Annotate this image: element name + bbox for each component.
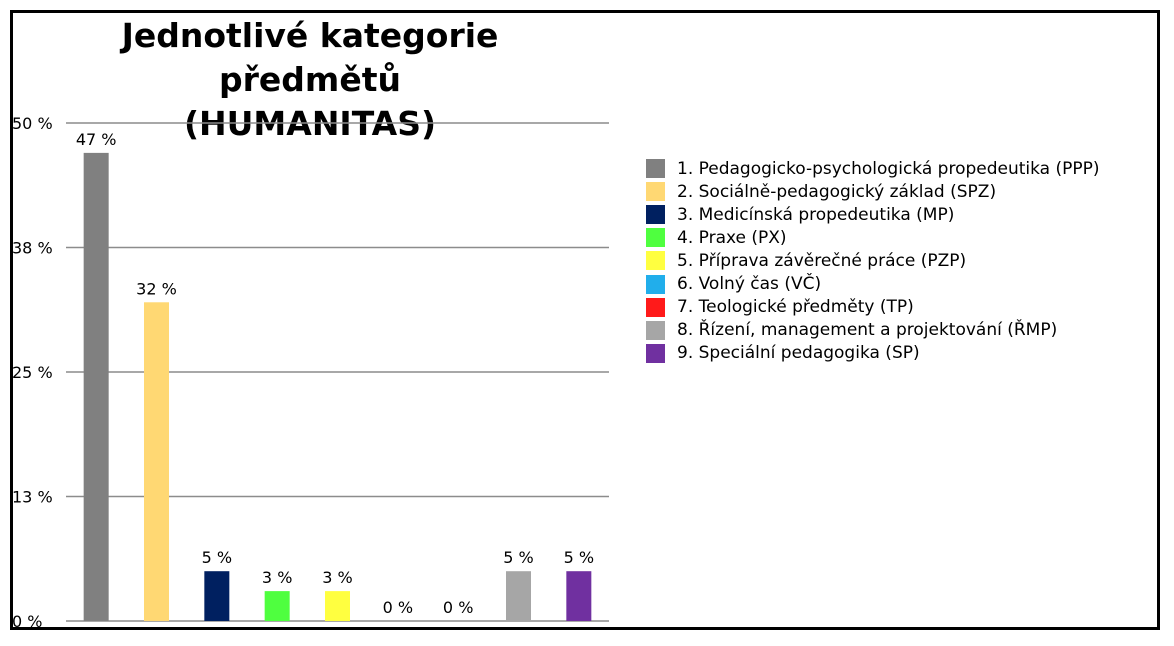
legend-label: 5. Příprava závěrečné práce (PZP) — [677, 250, 967, 271]
legend-swatch — [646, 182, 665, 202]
data-label: 3 % — [322, 568, 352, 587]
legend-swatch — [646, 228, 665, 248]
chart-title-line-1: Jednotlivé kategorie — [121, 16, 499, 55]
legend-swatch — [646, 320, 665, 340]
legend-label: 1. Pedagogicko-psychologická propedeutik… — [677, 158, 1100, 179]
bar — [506, 571, 531, 621]
legend-item: 7. Teologické předměty (TP) — [646, 296, 1100, 319]
bar — [264, 591, 290, 621]
data-label: 3 % — [262, 568, 292, 587]
legend-swatch — [646, 251, 665, 271]
legend-label: 7. Teologické předměty (TP) — [677, 297, 914, 318]
legend-swatch — [646, 274, 665, 294]
legend-label: 4. Praxe (PX) — [677, 227, 787, 248]
data-label: 0 % — [443, 598, 473, 617]
data-label: 5 % — [202, 548, 232, 567]
legend-swatch — [646, 159, 665, 179]
bar — [566, 571, 592, 621]
bar — [144, 302, 169, 621]
y-tick-label: 0 % — [12, 612, 42, 631]
y-tick-label: 13 % — [12, 488, 53, 507]
bar — [325, 591, 350, 621]
data-label: 47 % — [76, 130, 117, 149]
chart-legend: 1. Pedagogicko-psychologická propedeutik… — [646, 157, 1100, 365]
data-label: 32 % — [136, 279, 177, 298]
legend-swatch — [646, 343, 665, 363]
legend-label: 9. Speciální pedagogika (SP) — [677, 343, 920, 364]
y-tick-label: 25 % — [12, 363, 53, 382]
data-label: 5 % — [503, 548, 533, 567]
legend-swatch — [646, 205, 665, 225]
bar — [204, 571, 230, 621]
legend-item: 6. Volný čas (VČ) — [646, 272, 1100, 295]
legend-item: 8. Řízení, management a projektování (ŘM… — [646, 319, 1100, 342]
legend-item: 3. Medicínská propedeutika (MP) — [646, 203, 1100, 226]
legend-item: 9. Speciální pedagogika (SP) — [646, 342, 1100, 365]
y-tick-label: 50 % — [12, 114, 53, 133]
legend-label: 3. Medicínská propedeutika (MP) — [677, 204, 955, 225]
data-label: 5 % — [564, 548, 594, 567]
legend-item: 1. Pedagogicko-psychologická propedeutik… — [646, 157, 1100, 180]
legend-item: 2. Sociálně-pedagogický základ (SPZ) — [646, 180, 1100, 203]
chart-frame — [10, 10, 1160, 630]
data-label: 0 % — [383, 598, 413, 617]
y-tick-label: 38 % — [12, 239, 53, 258]
legend-label: 6. Volný čas (VČ) — [677, 274, 822, 295]
legend-swatch — [646, 297, 665, 317]
bar — [83, 152, 109, 621]
legend-item: 4. Praxe (PX) — [646, 226, 1100, 249]
legend-label: 8. Řízení, management a projektování (ŘM… — [677, 320, 1058, 341]
legend-label: 2. Sociálně-pedagogický základ (SPZ) — [677, 181, 997, 202]
legend-item: 5. Příprava závěrečné práce (PZP) — [646, 249, 1100, 272]
